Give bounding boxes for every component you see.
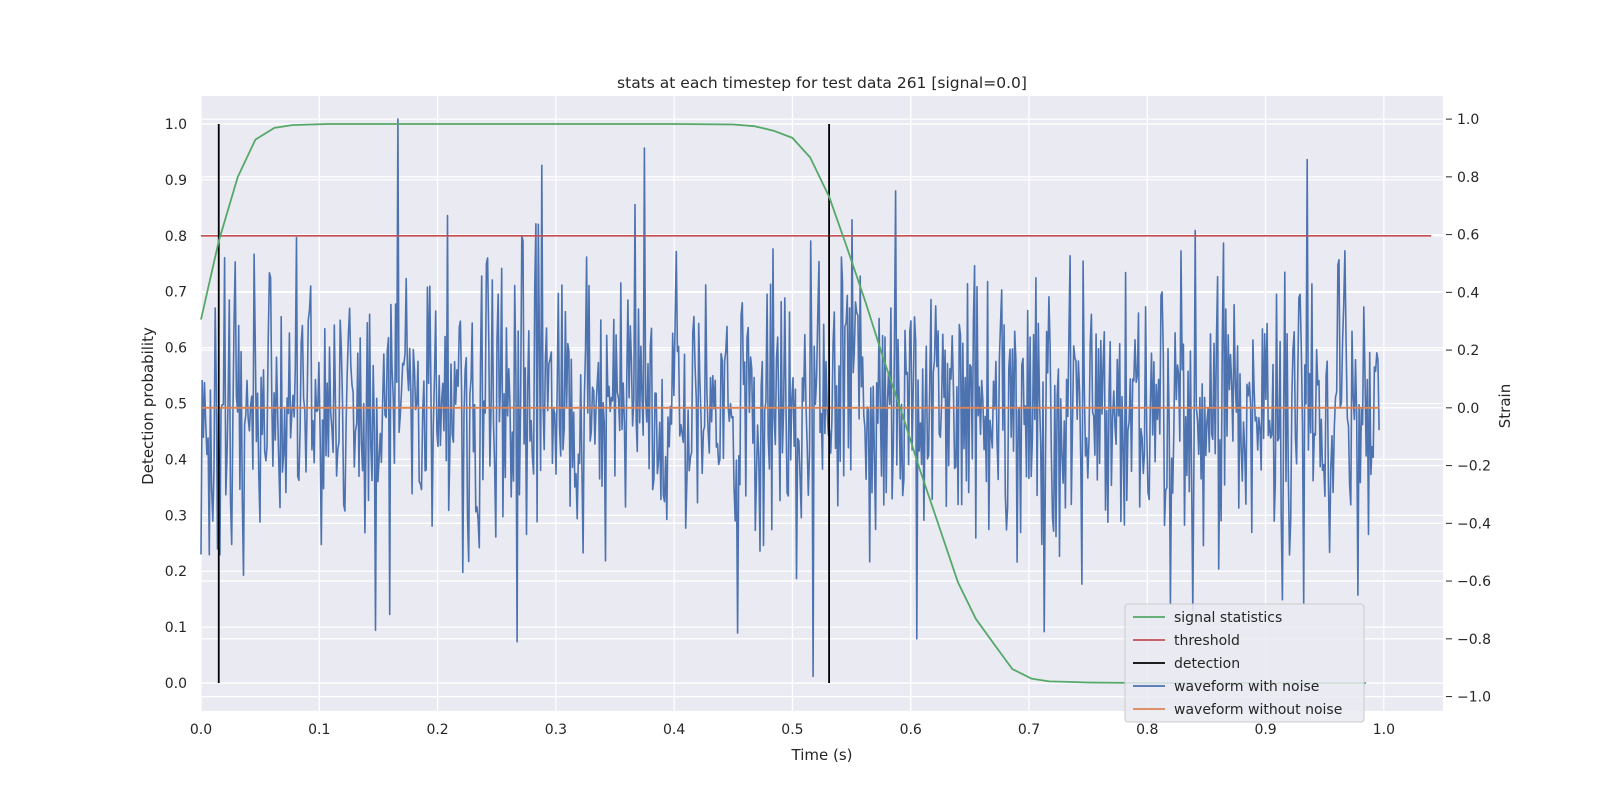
- left-tick-label-5: 0.5: [165, 397, 187, 413]
- right-tick-label-3: −0.4: [1457, 516, 1491, 532]
- legend-label-waveform-without-noise: waveform without noise: [1174, 702, 1342, 718]
- right-tick-label-2: −0.6: [1457, 574, 1491, 590]
- x-tick-label-0: 0.0: [190, 722, 212, 738]
- x-tick-label-7: 0.7: [1018, 722, 1040, 738]
- right-tick-labels: −1.0 −0.8 −0.6 −0.4 −0.2 0.0 0.2 0.4 0.6 0.8 1.0: [1446, 112, 1491, 706]
- left-tick-label-1: 0.1: [165, 620, 187, 636]
- legend-label-detection: detection: [1174, 656, 1240, 672]
- right-tick-label-5: 0.0: [1457, 401, 1479, 417]
- legend: signal statistics threshold detection wa…: [1124, 603, 1365, 723]
- x-tick-label-1: 0.1: [308, 722, 330, 738]
- right-tick-label-10: 1.0: [1457, 112, 1479, 128]
- right-tick-label-9: 0.8: [1457, 170, 1479, 186]
- x-tick-label-10: 1.0: [1373, 722, 1395, 738]
- left-tick-label-2: 0.2: [165, 564, 187, 580]
- legend-label-signal-statistics: signal statistics: [1174, 610, 1282, 626]
- left-tick-label-4: 0.4: [165, 452, 187, 468]
- chart-title: stats at each timestep for test data 261…: [617, 74, 1027, 92]
- x-tick-label-8: 0.8: [1136, 722, 1158, 738]
- series-layer: [200, 118, 1432, 684]
- x-tick-label-9: 0.9: [1254, 722, 1276, 738]
- x-tick-labels: 0.0 0.1 0.2 0.3 0.4 0.5 0.6 0.7 0.8 0.9 1.0: [190, 722, 1395, 738]
- series-signal-statistics: [200, 123, 1367, 684]
- left-tick-label-6: 0.6: [165, 341, 187, 357]
- left-tick-label-8: 0.8: [165, 229, 187, 245]
- left-tick-label-3: 0.3: [165, 508, 187, 524]
- left-tick-label-9: 0.9: [165, 173, 187, 189]
- left-tick-label-10: 1.0: [165, 117, 187, 133]
- legend-frame: [1124, 603, 1365, 723]
- legend-label-waveform-with-noise: waveform with noise: [1174, 679, 1319, 695]
- right-tick-label-0: −1.0: [1457, 690, 1491, 706]
- x-axis-label: Time (s): [791, 746, 853, 764]
- x-tick-label-5: 0.5: [781, 722, 803, 738]
- left-tick-label-0: 0.0: [165, 676, 187, 692]
- right-tick-label-4: −0.2: [1457, 459, 1491, 475]
- right-tick-label-6: 0.2: [1457, 343, 1479, 359]
- x-tick-label-3: 0.3: [545, 722, 567, 738]
- right-tick-label-7: 0.4: [1457, 285, 1479, 301]
- left-tick-labels: 0.0 0.1 0.2 0.3 0.4 0.5 0.6 0.7 0.8 0.9 1.0: [165, 117, 187, 692]
- y-axis-label-left: Detection probability: [139, 327, 157, 485]
- left-tick-label-7: 0.7: [165, 285, 187, 301]
- right-tick-label-1: −0.8: [1457, 632, 1491, 648]
- x-tick-label-6: 0.6: [900, 722, 922, 738]
- x-tick-label-2: 0.2: [426, 722, 448, 738]
- y-axis-label-right: Strain: [1496, 384, 1514, 428]
- series-waveform-with-noise: [200, 118, 1380, 678]
- x-tick-label-4: 0.4: [663, 722, 685, 738]
- right-tick-label-8: 0.6: [1457, 228, 1479, 244]
- legend-label-threshold: threshold: [1174, 633, 1240, 649]
